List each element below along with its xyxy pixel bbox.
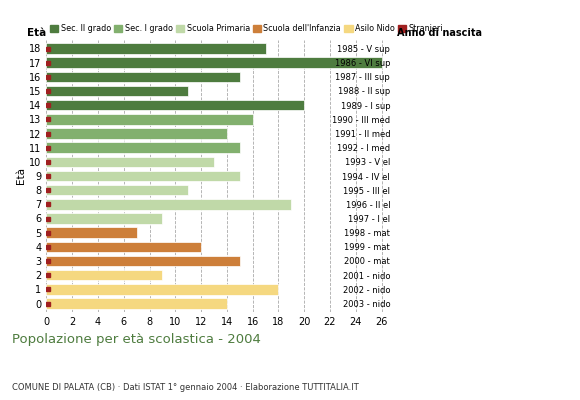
Bar: [46, 171, 240, 181]
Text: Popolazione per età scolastica - 2004: Popolazione per età scolastica - 2004: [12, 333, 260, 346]
Bar: [46, 284, 278, 295]
Bar: [46, 298, 227, 309]
Bar: [46, 242, 201, 252]
Bar: [46, 270, 162, 280]
Legend: Sec. II grado, Sec. I grado, Scuola Primaria, Scuola dell'Infanzia, Asilo Nido, : Sec. II grado, Sec. I grado, Scuola Prim…: [50, 24, 443, 33]
Text: Anno di nascita: Anno di nascita: [397, 28, 483, 38]
Bar: [46, 72, 240, 82]
Y-axis label: Età: Età: [16, 168, 26, 184]
Bar: [46, 256, 240, 266]
Bar: [46, 185, 188, 196]
Bar: [46, 227, 137, 238]
Bar: [46, 213, 162, 224]
Bar: [46, 114, 253, 125]
Bar: [46, 128, 227, 139]
Text: COMUNE DI PALATA (CB) · Dati ISTAT 1° gennaio 2004 · Elaborazione TUTTITALIA.IT: COMUNE DI PALATA (CB) · Dati ISTAT 1° ge…: [12, 383, 358, 392]
Text: Età: Età: [27, 28, 46, 38]
Bar: [46, 57, 382, 68]
Bar: [46, 142, 240, 153]
Bar: [46, 199, 291, 210]
Bar: [46, 86, 188, 96]
Bar: [46, 43, 266, 54]
Bar: [46, 100, 304, 110]
Bar: [46, 156, 214, 167]
